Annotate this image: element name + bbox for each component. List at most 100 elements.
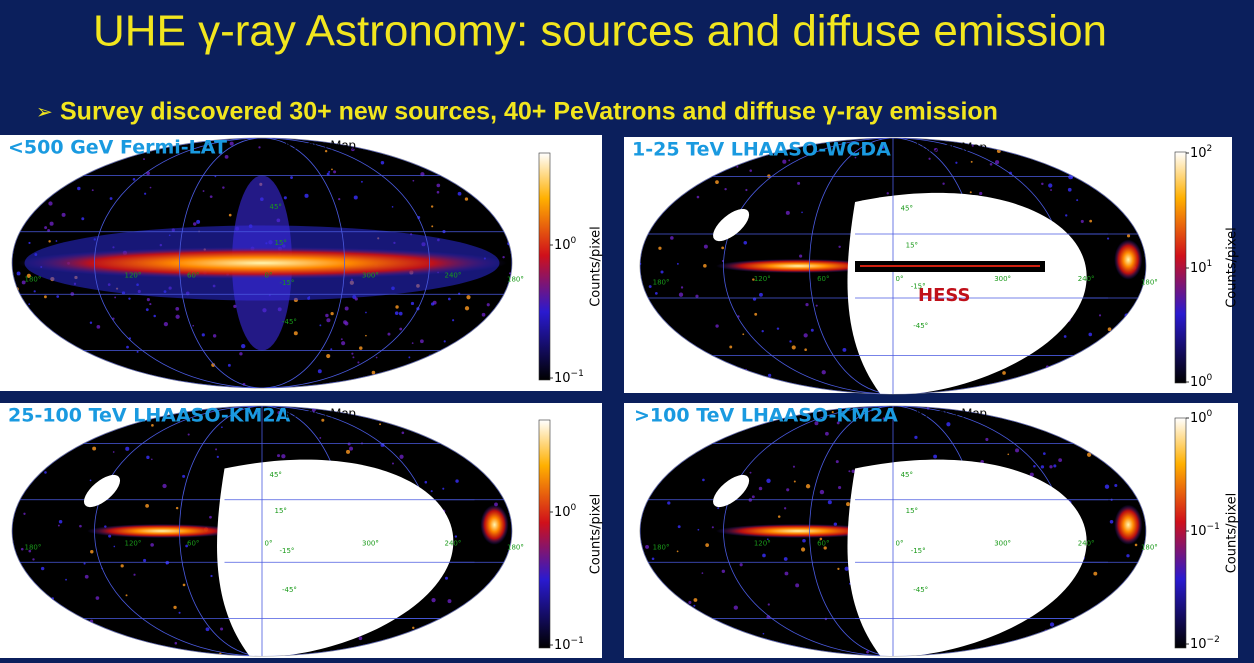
sky-speck <box>241 343 246 349</box>
colorbar-tick-label: 102 <box>1190 144 1212 161</box>
sky-speck <box>81 217 85 221</box>
sky-speck <box>399 454 404 459</box>
sky-speck <box>360 180 363 183</box>
sky-speck <box>914 435 918 440</box>
sky-speck <box>688 600 692 604</box>
sky-speck <box>412 179 415 182</box>
sky-speck <box>113 545 116 548</box>
sky-speck <box>724 187 727 191</box>
sky-speck <box>344 321 349 326</box>
sky-speck <box>149 303 152 306</box>
sky-speck <box>851 469 855 473</box>
sky-speck <box>371 370 376 375</box>
sky-speck <box>761 329 764 333</box>
sky-speck <box>324 149 328 153</box>
sky-speck <box>185 544 189 548</box>
sky-speck <box>311 408 316 413</box>
sky-speck <box>800 547 806 552</box>
sky-speck <box>791 345 796 350</box>
tick-exponent: 0 <box>1207 373 1213 383</box>
sky-speck <box>175 506 179 510</box>
unobserved-region <box>847 459 1087 656</box>
sky-speck <box>16 271 21 276</box>
sky-speck <box>380 442 385 447</box>
sky-speck <box>65 578 67 581</box>
sky-speck <box>216 455 219 459</box>
sky-speck <box>1098 314 1102 317</box>
sky-speck <box>715 324 719 328</box>
sky-speck <box>233 304 237 309</box>
sky-speck <box>736 165 739 168</box>
sky-speck <box>221 426 223 429</box>
sky-speck <box>835 460 839 464</box>
sky-speck <box>410 301 415 306</box>
sky-speck <box>144 192 147 195</box>
sky-speck <box>703 264 707 268</box>
sky-speck <box>995 160 1000 165</box>
sky-speck <box>882 417 886 420</box>
sky-speck <box>838 485 842 490</box>
sky-speck <box>391 206 394 208</box>
sky-speck <box>132 178 136 181</box>
sky-speck <box>330 312 334 316</box>
sky-speck <box>705 543 709 547</box>
sky-speck <box>795 583 800 588</box>
panel-label: 25-100 TeV LHAASO-KM2A <box>8 405 291 427</box>
map-title: Excess Map <box>285 137 356 152</box>
sky-speck <box>57 524 60 527</box>
grid-label: 300° <box>362 540 379 548</box>
cygnus-region <box>1114 504 1143 545</box>
sky-speck <box>408 356 411 359</box>
annotation: HESS <box>918 285 970 306</box>
sky-speck <box>802 538 806 543</box>
sky-speck <box>227 363 231 367</box>
sky-speck <box>933 454 938 459</box>
sky-speck <box>91 189 94 192</box>
sky-speck <box>351 147 355 152</box>
sky-speck <box>776 327 780 330</box>
sky-speck <box>803 333 808 338</box>
sky-speck <box>1065 214 1068 217</box>
sky-speck <box>676 262 679 265</box>
sky-speck <box>222 186 225 189</box>
sky-speck <box>703 244 708 249</box>
sky-speck <box>347 442 351 446</box>
grid-label: 0° <box>896 275 904 283</box>
sky-speck <box>854 156 857 159</box>
sky-speck <box>49 221 54 226</box>
sky-speck <box>733 605 738 610</box>
sky-speck <box>125 446 130 451</box>
grid-label: 15° <box>275 507 287 515</box>
sky-speck <box>1042 452 1046 455</box>
sky-speck <box>717 507 720 510</box>
meridian <box>179 138 345 388</box>
sky-speck <box>391 462 395 465</box>
sky-speck <box>821 370 826 375</box>
panel-label: >100 TeV LHAASO-KM2A <box>634 405 898 427</box>
sky-speck <box>430 490 433 493</box>
sky-speck <box>317 369 322 374</box>
sky-speck <box>136 350 139 353</box>
sky-speck <box>321 418 325 422</box>
sky-speck <box>805 484 811 489</box>
sky-speck <box>801 211 803 214</box>
sky-speck <box>645 544 650 549</box>
sky-speck <box>667 501 671 505</box>
sky-speck <box>455 479 459 483</box>
galactic-plane <box>17 247 507 279</box>
sky-speck <box>729 345 733 349</box>
grid-label: 180° <box>653 543 670 551</box>
grid-label: 120° <box>754 275 771 283</box>
sky-speck <box>333 170 337 174</box>
sky-speck <box>420 339 424 344</box>
sky-speck <box>47 228 51 232</box>
grid-label: 45° <box>901 204 913 212</box>
sky-speck <box>319 324 322 327</box>
unobserved-spot <box>713 474 750 508</box>
sky-speck <box>365 334 367 337</box>
sky-speck <box>693 598 698 602</box>
panel: 45° 15° 0° -15° -45° 300° 240° 180° 120° 60° 180° 2… <box>0 403 604 658</box>
sky-speck <box>341 341 346 346</box>
slide-title: UHE γ-ray Astronomy: sources and diffuse… <box>93 7 1107 56</box>
